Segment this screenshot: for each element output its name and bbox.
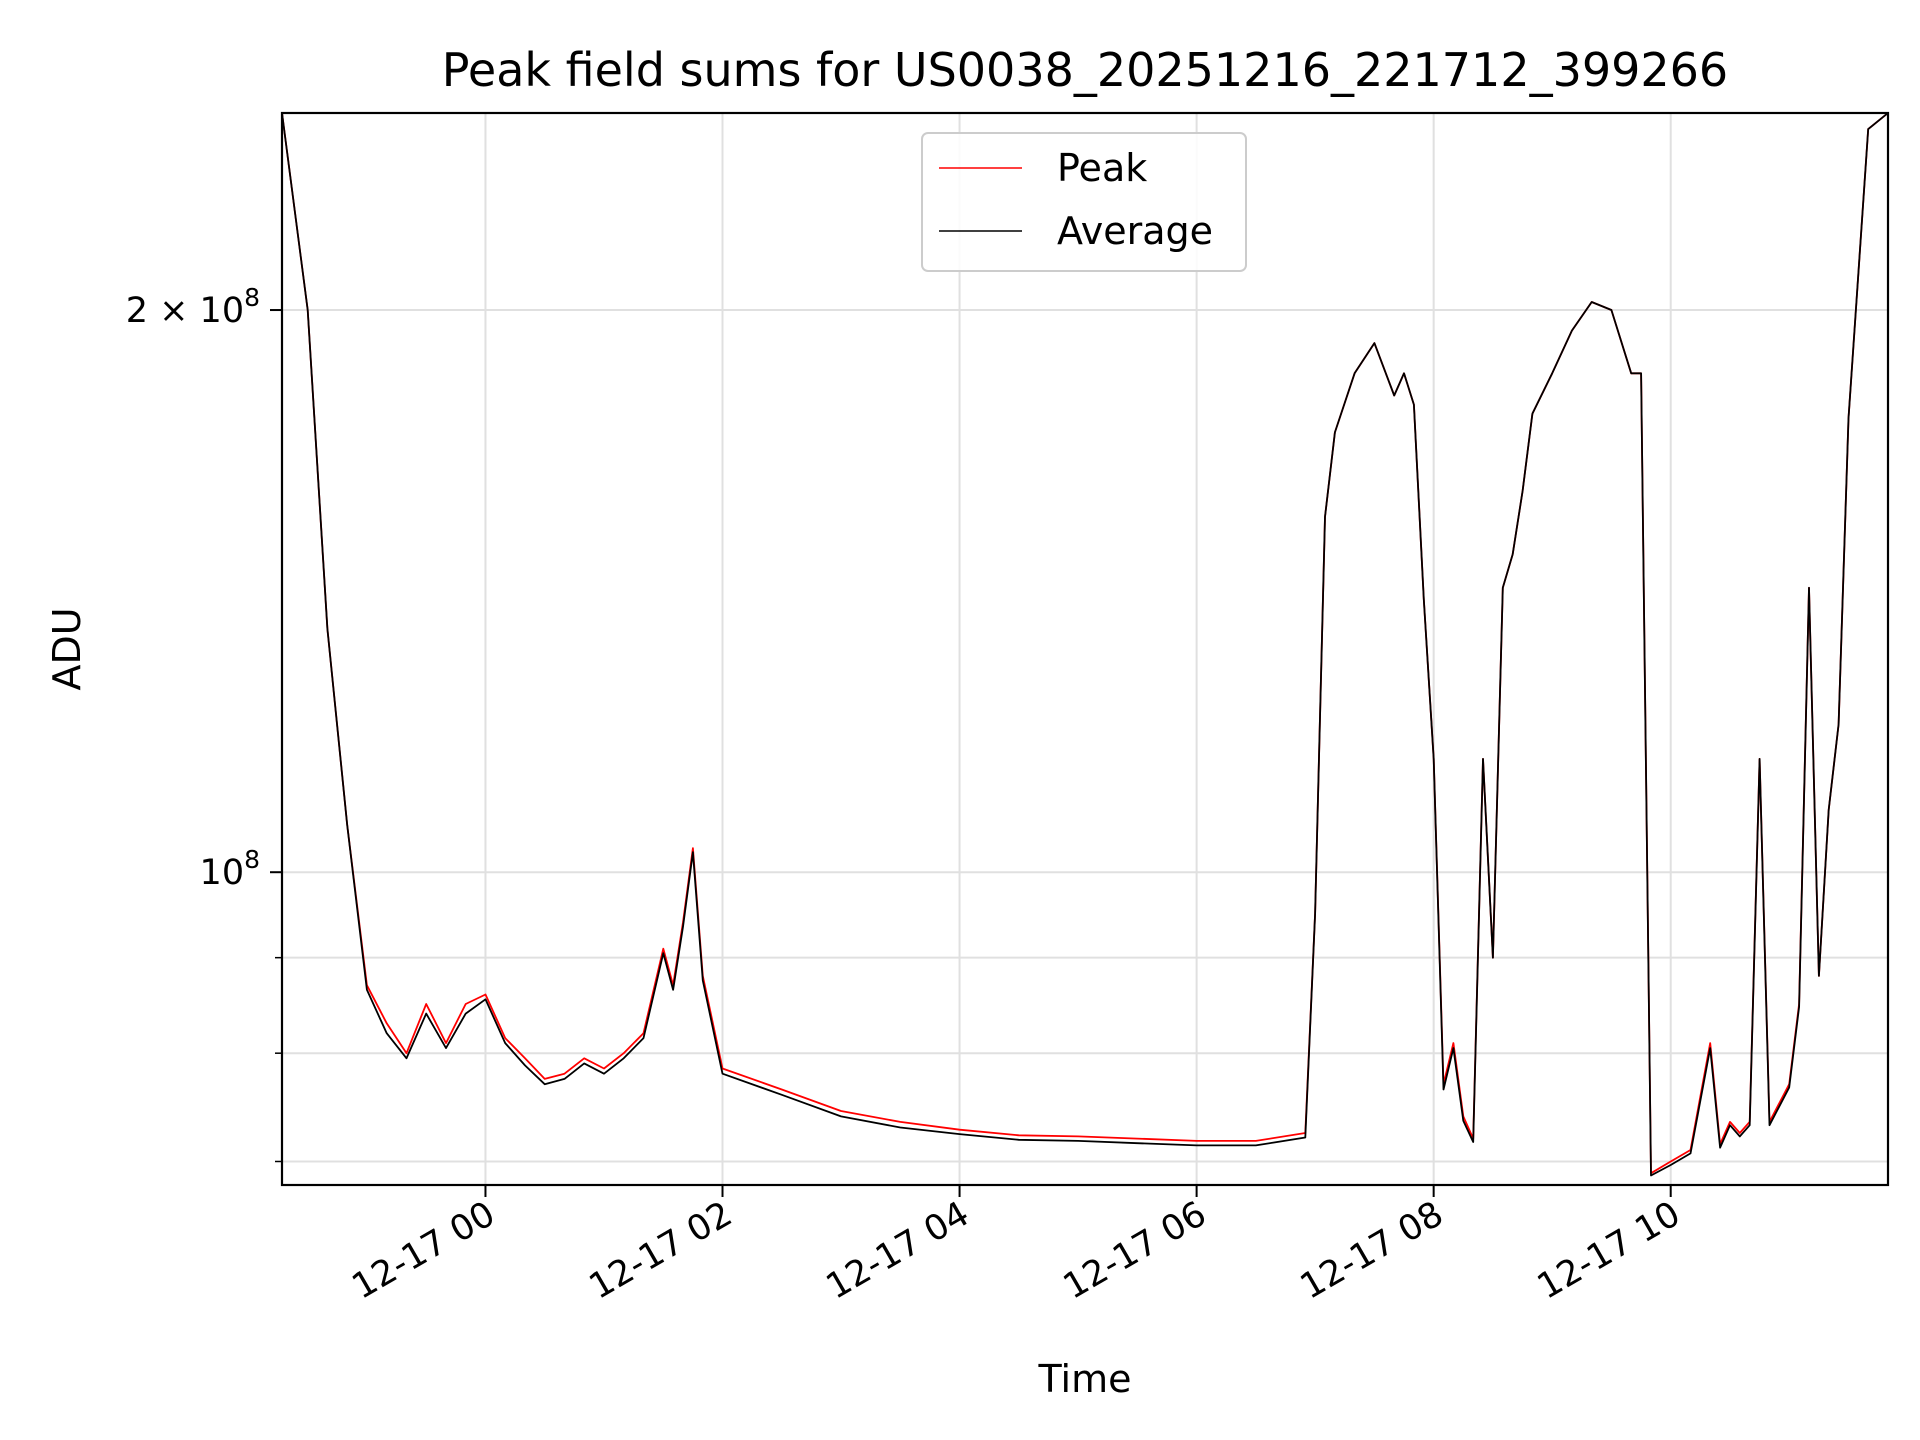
grid (282, 113, 1888, 1185)
y-tick-label: 108 (200, 845, 260, 893)
y-axis-label: ADU (45, 607, 89, 690)
legend-label-peak: Peak (1057, 146, 1147, 190)
y-tick-label: 2 × 108 (126, 283, 260, 331)
series-line-average (282, 113, 1888, 1177)
legend: Peak Average (921, 132, 1247, 272)
plot-frame (280, 111, 1890, 1187)
chart-title: Peak field sums for US0038_20251216_2217… (442, 43, 1728, 97)
x-axis-label: Time (1038, 1357, 1132, 1401)
legend-label-average: Average (1057, 209, 1213, 253)
y-axis-ticks: 108 2 × 108 (126, 283, 282, 1163)
series-group (282, 113, 1888, 1177)
